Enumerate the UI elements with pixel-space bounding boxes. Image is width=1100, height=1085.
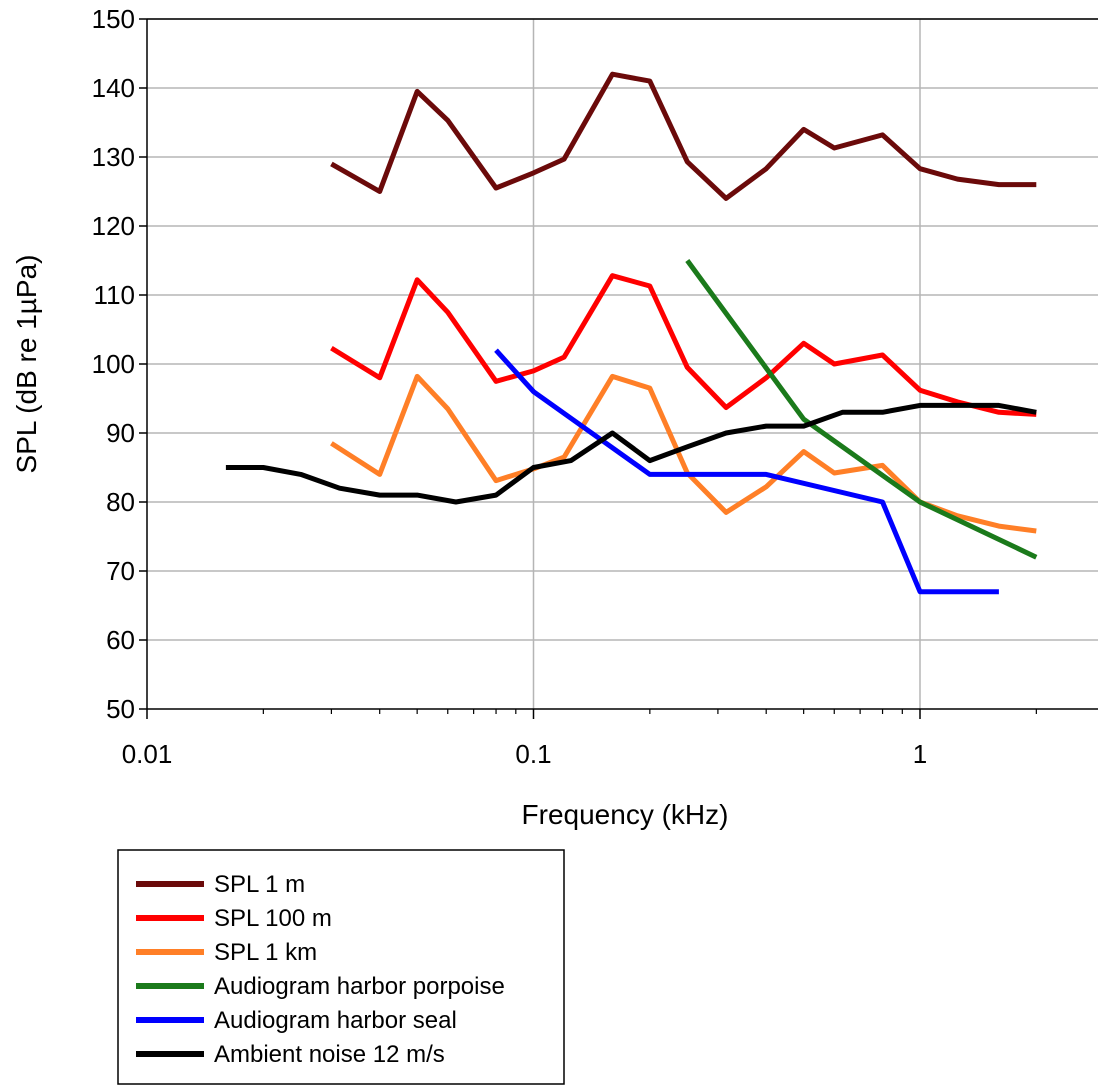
legend-box [117,849,565,1085]
legend-entry-label: Audiogram harbor seal [214,1007,457,1034]
x-axis-title: Frequency (kHz) [522,799,729,830]
y-tick-label: 60 [106,625,135,655]
y-tick-label: 50 [106,694,135,724]
x-tick-label: 0.01 [122,739,173,769]
y-tick-label: 100 [92,349,135,379]
x-tick-label: 1 [913,739,927,769]
legend-entry-label: Audiogram harbor porpoise [214,973,505,1000]
y-tick-label: 110 [94,280,135,310]
y-tick-label: 130 [92,142,135,172]
series-line-audiogram-harbor-seal [494,348,999,595]
axes: 50 60 70 80 90 100 110 120 130 140 150 0.01 0.1 1 [92,4,1098,769]
legend: SPL 1 m SPL 100 m SPL 1 km Audiogram harbor… [117,849,565,1085]
series-line-spl-1-m [330,71,1037,201]
series-line-ambient-noise-12-m-s [225,402,1037,505]
legend-entry-label: Ambient noise 12 m/s [214,1041,445,1068]
series-line-audiogram-harbor-porpoise [685,259,1038,560]
legend-entry-label: SPL 1 km [214,939,317,966]
legend-entry-label: SPL 1 m [214,871,305,898]
y-tick-label: 80 [106,487,135,517]
series-lines [225,71,1038,595]
y-axis-title: SPL (dB re 1µPa) [11,255,42,474]
x-tick-label: 0.1 [515,739,551,769]
y-tick-label: 150 [92,4,135,34]
y-tick-label: 140 [92,73,135,103]
y-tick-label: 90 [106,418,135,448]
series-line-spl-100-m [330,273,1037,417]
legend-entry-label: SPL 100 m [214,905,332,932]
y-tick-label: 70 [106,556,135,586]
y-tick-label: 120 [92,211,135,241]
